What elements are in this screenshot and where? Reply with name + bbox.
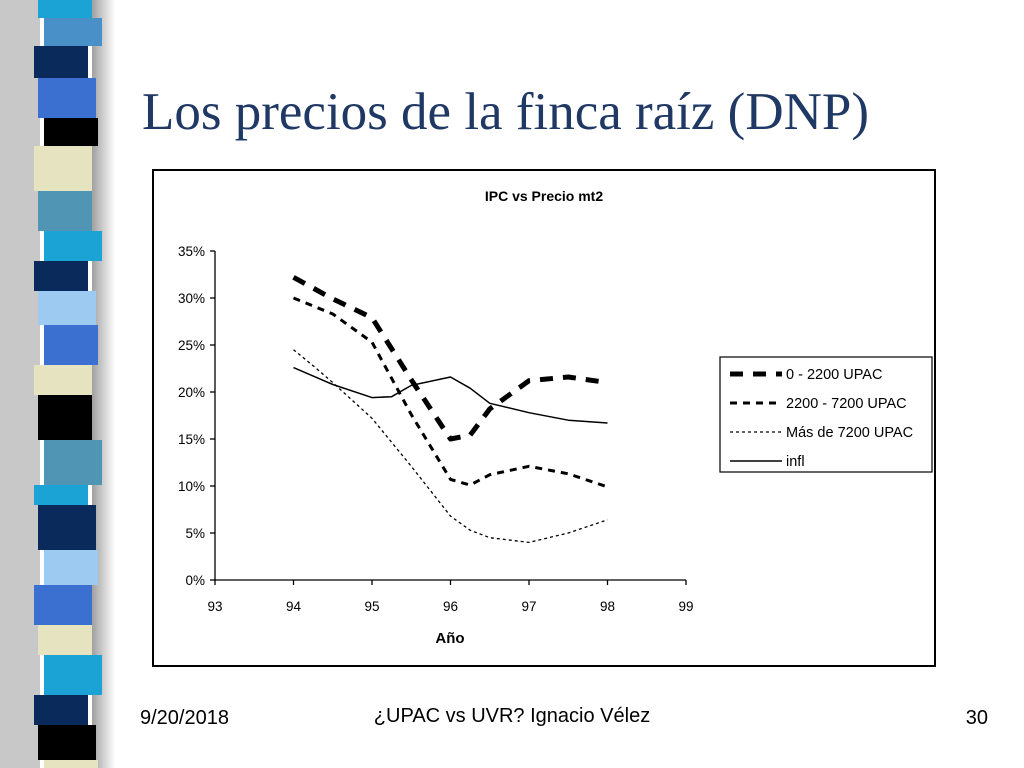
- x-tick-label: 94: [286, 599, 302, 614]
- strip-block: [38, 725, 96, 760]
- page-number: 30: [965, 707, 988, 729]
- legend-label: infl: [786, 454, 805, 470]
- strip-block: [44, 760, 98, 768]
- chart-legend: 0 - 2200 UPAC 2200 - 7200 UPAC Más de 7200…: [719, 356, 933, 473]
- strip-block: [34, 261, 88, 291]
- strip-block: [44, 655, 102, 695]
- strip-block: [44, 18, 102, 46]
- y-tick-label: 25%: [178, 338, 205, 353]
- footer-date: 9/20/2018: [140, 707, 229, 729]
- x-tick-label: 96: [443, 599, 458, 614]
- decorative-side-strip: [0, 0, 115, 768]
- strip-block: [38, 291, 96, 325]
- strip-block: [34, 146, 92, 191]
- strip-block: [44, 440, 102, 485]
- x-tick-label: 98: [600, 599, 615, 614]
- strip-block: [38, 78, 96, 118]
- strip-block: [44, 231, 102, 261]
- legend-label: Más de 7200 UPAC: [786, 425, 913, 441]
- strip-block: [34, 365, 92, 395]
- strip-block: [34, 695, 88, 725]
- chart-title: IPC vs Precio mt2: [485, 188, 603, 204]
- line-chart: IPC vs Precio mt2 0% 5% 10% 15% 20% 25% 30% 35%…: [178, 188, 933, 647]
- legend-label: 2200 - 7200 UPAC: [786, 396, 907, 412]
- strip-block: [34, 585, 92, 625]
- x-tick-label: 93: [207, 599, 222, 614]
- strip-block: [38, 0, 92, 18]
- strip-block: [38, 625, 92, 655]
- strip-block: [38, 395, 92, 440]
- strip-block: [38, 505, 96, 550]
- strip-block: [44, 325, 98, 365]
- y-tick-label: 0%: [185, 573, 205, 588]
- series-line: [293, 349, 608, 544]
- y-tick-label: 35%: [178, 244, 205, 259]
- strip-block: [34, 485, 88, 505]
- slide-title: Los precios de la finca raíz (DNP): [142, 83, 869, 141]
- series-line: [293, 366, 608, 424]
- series-line: [292, 296, 608, 489]
- series-line: [292, 275, 608, 442]
- y-tick-label: 5%: [185, 526, 205, 541]
- strip-block: [38, 191, 92, 231]
- strip-block: [44, 118, 98, 146]
- strip-block: [34, 46, 88, 78]
- y-tick-label: 30%: [178, 291, 205, 306]
- footer-title: ¿UPAC vs UVR? Ignacio Vélez: [373, 705, 651, 727]
- y-tick-label: 15%: [178, 432, 205, 447]
- x-tick-label: 97: [521, 599, 536, 614]
- legend-label: 0 - 2200 UPAC: [786, 367, 882, 383]
- x-tick-label: 95: [364, 599, 379, 614]
- x-axis-label: Año: [435, 630, 464, 647]
- x-tick-label: 99: [678, 599, 693, 614]
- y-tick-label: 20%: [178, 385, 205, 400]
- y-tick-label: 10%: [178, 479, 205, 494]
- strip-block: [44, 550, 98, 585]
